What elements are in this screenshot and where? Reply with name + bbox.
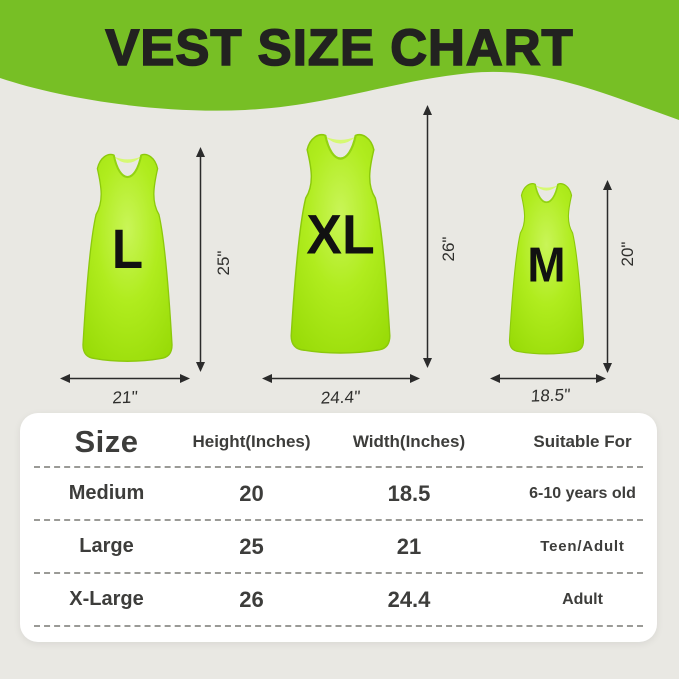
cell-height: 20 [239,480,264,506]
width-arrow-medium [490,374,606,383]
cell-height: 26 [239,586,264,612]
height-arrow-large [196,147,205,372]
vest-graphic-large: L [82,153,173,362]
width-arrow-xlarge [262,374,420,383]
table-row-large: Large 25 21 Teen/Adult [34,521,643,574]
height-arrow-medium [603,180,612,373]
cell-width: 18.5 [387,480,431,506]
height-dimension-label: 20" [618,241,637,267]
height-dimension-label: 26" [439,236,458,262]
cell-suitable: Teen/Adult [540,538,625,555]
table-row-medium: Medium 20 18.5 6-10 years old [34,468,643,521]
column-header-size: Size [74,423,139,459]
column-header-suitable: Suitable For [533,431,632,451]
height-arrow-xlarge [423,105,432,368]
size-table-card: Size Height(Inches) Width(Inches) Suitab… [20,413,657,642]
cell-size: X-Large [69,588,144,610]
cell-width: 24.4 [387,586,431,612]
width-dimension-label: 24.4" [320,387,361,408]
table-header-row: Size Height(Inches) Width(Inches) Suitab… [34,413,643,468]
height-dimension-label: 25" [214,250,233,276]
vest-size-letter: M [527,238,565,293]
cell-size: Large [79,535,134,557]
width-arrow-large [60,374,190,383]
column-header-height: Height(Inches) [192,431,311,451]
vest-size-letter: XL [306,202,375,265]
cell-width: 21 [396,533,422,559]
vest-graphic-xlarge: XL [290,134,391,354]
width-dimension-label: 18.5" [530,385,571,406]
table-row-xlarge: X-Large 26 24.4 Adult [34,574,643,627]
cell-size: Medium [68,482,145,504]
page-title: VEST SIZE CHART [105,18,574,77]
cell-height: 25 [239,533,264,559]
width-dimension-label: 21" [111,387,139,408]
cell-suitable: Adult [562,590,603,608]
vest-size-letter: L [112,219,143,281]
cell-suitable: 6-10 years old [529,484,636,502]
column-header-width: Width(Inches) [352,431,466,451]
vest-graphic-medium: M [508,183,585,355]
header-wave [0,0,679,120]
